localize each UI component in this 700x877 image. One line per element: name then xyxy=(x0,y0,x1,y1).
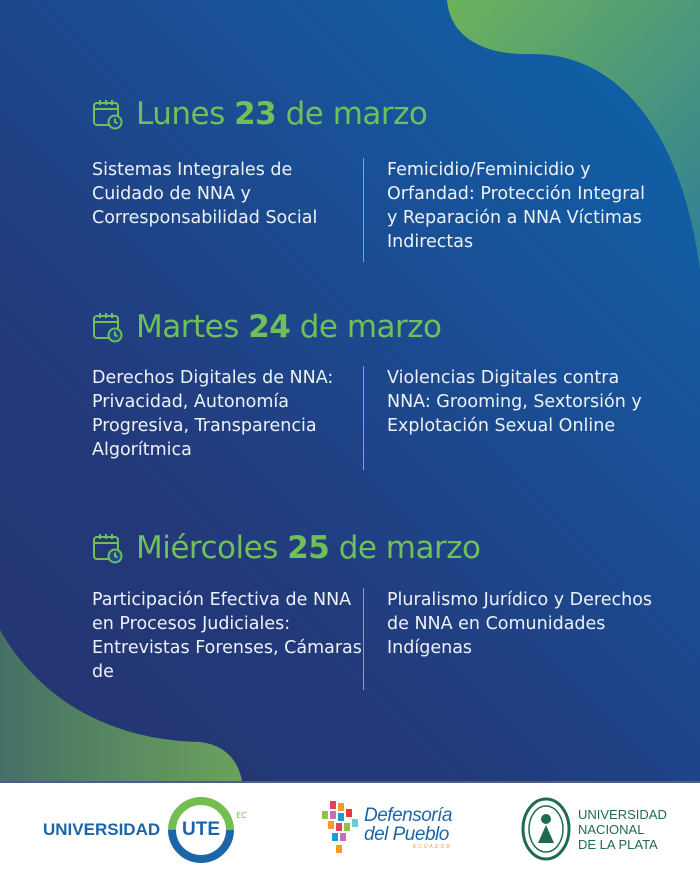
day-number: 25 xyxy=(287,530,330,566)
month: de marzo xyxy=(299,309,442,345)
sessions-day-2: Derechos Digitales de NNA: Privacidad, A… xyxy=(92,366,653,470)
top-right-blob xyxy=(447,0,700,270)
session-title: Pluralismo Jurídico y Derechos de NNA en… xyxy=(363,588,653,690)
defensoria-logo: Defensoría del Pueblo ECUADOR xyxy=(318,799,452,857)
ute-logo: UNIVERSIDAD UTE EC xyxy=(43,783,248,877)
day-heading-2: Martes 24 de marzo xyxy=(92,309,442,345)
bottom-left-blob xyxy=(0,630,242,781)
calendar-clock-icon xyxy=(93,100,123,130)
weekday: Lunes xyxy=(136,96,225,132)
session-title: Femicidio/Feminicidio y Orfandad: Protec… xyxy=(363,158,653,262)
unlp-logo: UNIVERSIDAD NACIONAL DE LA PLATA xyxy=(521,797,667,861)
people-map-icon xyxy=(322,801,358,853)
unlp-seal-icon xyxy=(521,797,571,861)
session-title: Violencias Digitales contra NNA: Groomin… xyxy=(363,366,653,470)
month: de marzo xyxy=(285,96,428,132)
calendar-clock-icon xyxy=(93,534,123,564)
calendar-clock-icon xyxy=(93,313,123,343)
session-title: Sistemas Integrales de Cuidado de NNA y … xyxy=(92,160,318,228)
decorative-shapes xyxy=(0,0,700,781)
session-title: Participación Efectiva de NNA en Proceso… xyxy=(92,590,362,682)
month: de marzo xyxy=(338,530,481,566)
day-number: 23 xyxy=(234,96,277,132)
day-number: 24 xyxy=(248,309,291,345)
weekday: Martes xyxy=(136,309,239,345)
day-heading-1: Lunes 23 de marzo xyxy=(92,96,428,132)
sessions-day-3: Participación Efectiva de NNA en Proceso… xyxy=(92,588,653,690)
day-heading-3: Miércoles 25 de marzo xyxy=(92,530,481,566)
event-poster: Lunes 23 de marzo Sistemas Integrales de… xyxy=(0,0,700,781)
weekday: Miércoles xyxy=(136,530,278,566)
footer-logos: UNIVERSIDAD UTE EC Defensoría del Pueblo… xyxy=(0,781,700,877)
sessions-day-1: Sistemas Integrales de Cuidado de NNA y … xyxy=(92,158,653,262)
session-title: Derechos Digitales de NNA: Privacidad, A… xyxy=(92,368,334,460)
